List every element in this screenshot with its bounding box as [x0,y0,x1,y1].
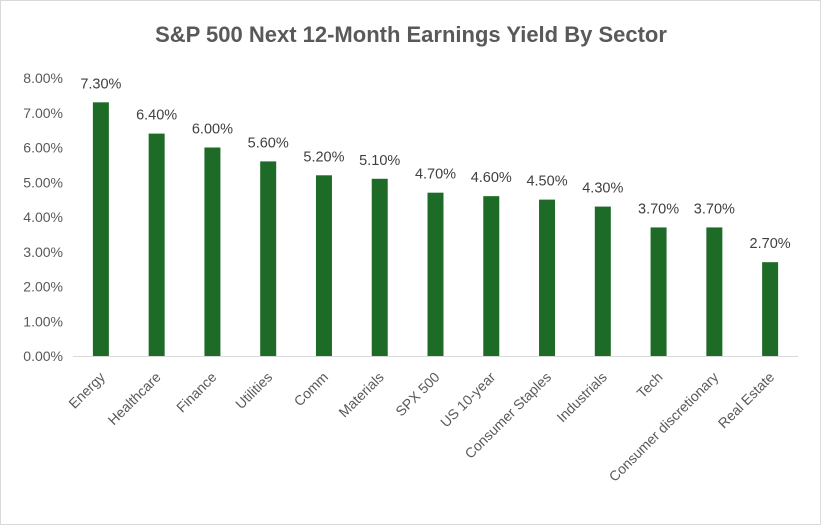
y-tick-label: 1.00% [23,313,63,329]
x-tick-label: Healthcare [105,369,164,428]
bar [92,102,109,356]
bar [371,178,388,356]
data-label: 4.60% [471,170,512,186]
bar [706,227,723,356]
bar [260,161,277,356]
data-labels: 7.30% 6.40% 6.00% 5.60% 5.20% 5.10% 4.70% 4.60%… [80,76,790,252]
chart-title: S&P 500 Next 12-Month Earnings Yield By … [155,22,667,47]
bar [650,227,667,356]
bars [92,102,779,356]
bar [204,147,221,356]
y-tick-label: 3.00% [23,244,63,260]
bar [762,262,779,356]
bar [427,192,444,356]
x-tick-label: SPX 500 [392,369,443,420]
data-label: 7.30% [80,76,121,92]
data-label: 5.10% [359,153,400,169]
x-tick-label: Materials [335,369,386,420]
bar [315,175,332,356]
data-label: 5.20% [303,149,344,165]
bar [594,206,611,356]
x-tick-label: Real Estate [715,369,778,432]
data-label: 2.70% [750,236,791,252]
bar [539,199,556,356]
y-tick-label: 6.00% [23,140,63,156]
bar [483,196,500,356]
data-label: 6.40% [136,108,177,124]
data-label: 5.60% [248,135,289,151]
y-tick-label: 7.00% [23,105,63,121]
data-label: 4.50% [526,174,567,190]
x-tick-label: Consumer discretionary [606,369,722,485]
x-tick-label: Industrials [553,369,609,425]
data-label: 6.00% [192,122,233,138]
data-label: 4.70% [415,167,456,183]
data-label: 3.70% [694,201,735,217]
x-tick-label: Comm [291,369,331,409]
x-tick-label: Finance [173,369,220,416]
x-tick-label: Utilities [232,369,275,412]
x-tick-label: Tech [633,369,665,401]
y-tick-label: 2.00% [23,279,63,295]
x-tick-label: Energy [65,369,108,412]
bar [148,133,165,356]
data-label: 4.30% [582,181,623,197]
y-tick-label: 8.00% [23,70,63,86]
y-tick-label: 5.00% [23,174,63,190]
y-axis: 0.00% 1.00% 2.00% 3.00% 4.00% 5.00% 6.00% 7.00%… [23,70,63,364]
data-label: 3.70% [638,201,679,217]
y-tick-label: 0.00% [23,348,63,364]
y-tick-label: 4.00% [23,209,63,225]
